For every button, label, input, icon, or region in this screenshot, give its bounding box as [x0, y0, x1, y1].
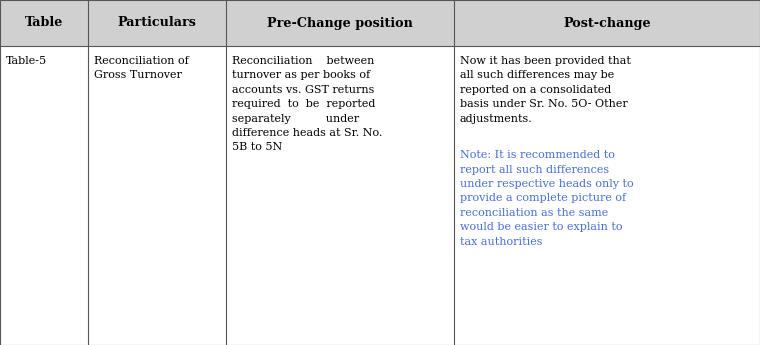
Text: Particulars: Particulars — [118, 17, 196, 30]
Text: Now it has been provided that
all such differences may be
reported on a consolid: Now it has been provided that all such d… — [460, 56, 631, 124]
Text: Reconciliation    between
turnover as per books of
accounts vs. GST returns
requ: Reconciliation between turnover as per b… — [232, 56, 382, 152]
Bar — [0, 0, 760, 46]
Text: Note: It is recommended to
report all such differences
under respective heads on: Note: It is recommended to report all su… — [460, 150, 634, 247]
Text: Table: Table — [25, 17, 63, 30]
Text: Post-change: Post-change — [563, 17, 651, 30]
Text: Reconciliation of
Gross Turnover: Reconciliation of Gross Turnover — [94, 56, 188, 80]
Text: Table-5: Table-5 — [6, 56, 47, 66]
Bar — [0, 46, 760, 345]
Text: Pre-Change position: Pre-Change position — [267, 17, 413, 30]
